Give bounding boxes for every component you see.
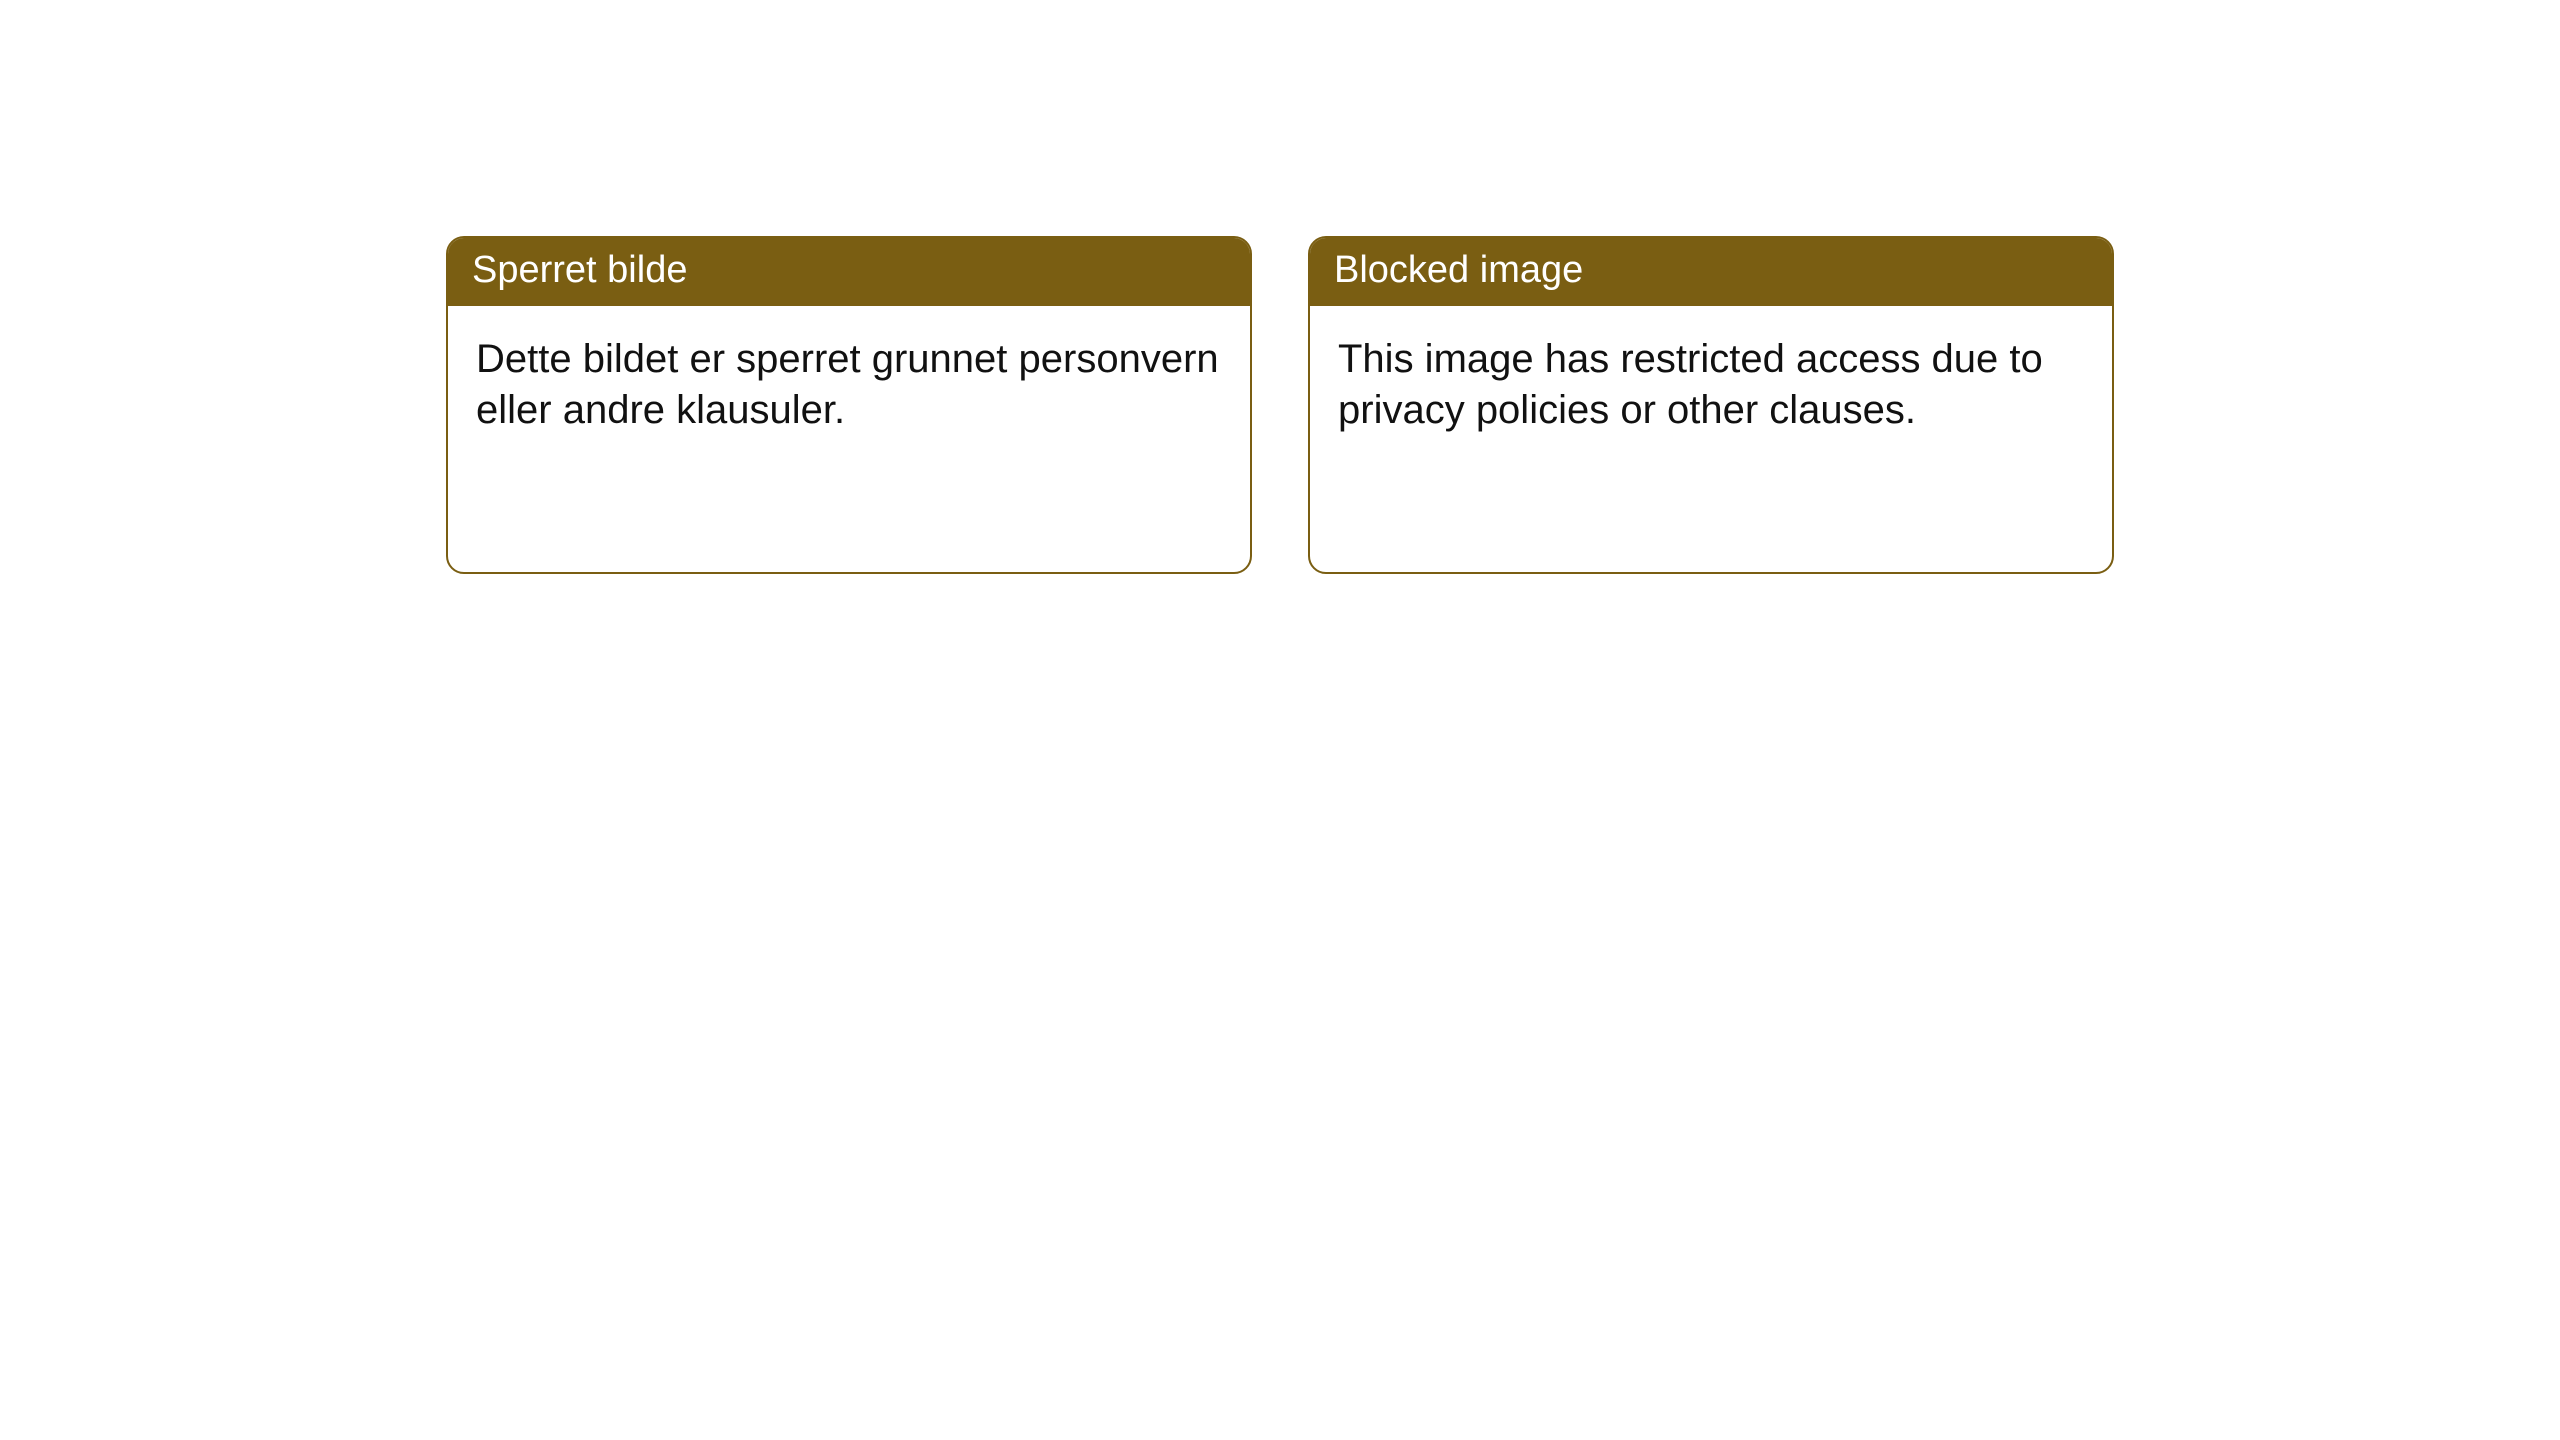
blocked-image-card-en: Blocked image This image has restricted …	[1308, 236, 2114, 574]
blocked-image-card-no: Sperret bilde Dette bildet er sperret gr…	[446, 236, 1252, 574]
notice-container: Sperret bilde Dette bildet er sperret gr…	[446, 236, 2114, 574]
card-body-en: This image has restricted access due to …	[1310, 306, 2112, 464]
card-body-no: Dette bildet er sperret grunnet personve…	[448, 306, 1250, 464]
card-header-en: Blocked image	[1310, 238, 2112, 306]
card-header-no: Sperret bilde	[448, 238, 1250, 306]
